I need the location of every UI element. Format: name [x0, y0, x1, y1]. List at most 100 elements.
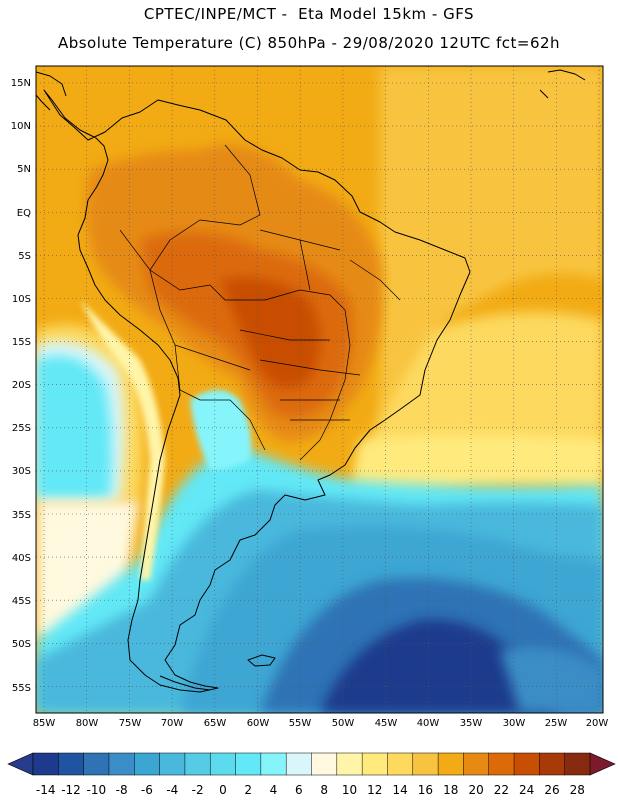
- colorbar-label: 24: [519, 783, 534, 797]
- colorbar-cell: [539, 752, 566, 776]
- lon-label: 35W: [460, 718, 483, 729]
- colorbar-cell: [184, 752, 211, 776]
- colorbar-label: -8: [116, 783, 128, 797]
- coastlines: [35, 69, 586, 693]
- colorbar-cell: [488, 752, 515, 776]
- colorbar-labels: -14 -12 -10 -8 -6 -4 -2 0 2 4 6 8 10 12 14 16 18 20 22 24 26…: [36, 783, 585, 797]
- longitude-labels: 85W 80W 75W 70W 65W 60W 55W 50W 45W 40W …: [33, 718, 609, 729]
- colorbar-under-arrow: [7, 752, 34, 776]
- lon-label: 25W: [545, 718, 568, 729]
- colorbar-cell: [134, 752, 161, 776]
- border-brazil: [149, 144, 351, 461]
- lon-label: 70W: [161, 718, 184, 729]
- chart-subtitle: Absolute Temperature (C) 850hPa - 29/08/…: [57, 34, 561, 52]
- colorbar-label: -2: [192, 783, 204, 797]
- field-band-14: [360, 312, 603, 475]
- lat-label: 35S: [12, 510, 31, 521]
- field-band-24: [220, 277, 320, 388]
- colorbar-cell: [564, 752, 591, 776]
- temperature-field: [36, 66, 603, 713]
- south-america-coast: [43, 89, 471, 693]
- lat-label: 5N: [17, 164, 31, 175]
- colorbar-cell: [285, 752, 313, 776]
- colorbar-cell: [513, 752, 540, 776]
- country-borders: [119, 144, 401, 461]
- lat-label: 55S: [12, 683, 31, 694]
- colorbar-over-arrow: [589, 752, 616, 776]
- colorbar-label: 26: [544, 783, 559, 797]
- colorbar-cell: [108, 752, 135, 776]
- colorbar-label: 12: [367, 783, 382, 797]
- colorbar-cell: [83, 752, 110, 776]
- lat-label: EQ: [17, 208, 31, 219]
- colorbar-label: 22: [494, 783, 509, 797]
- latitude-labels: 15N 10N 5N EQ 5S 10S 15S 20S 25S 30S 35S…: [11, 78, 31, 694]
- colorbar-label: 8: [320, 783, 328, 797]
- colorbar-cell: [361, 752, 389, 776]
- lon-label: 50W: [332, 718, 355, 729]
- field-band-m8: [500, 647, 603, 713]
- field-band-pac-2: [36, 355, 112, 500]
- colorbar-cell: [58, 752, 85, 776]
- colorbar-cell: [311, 752, 338, 776]
- colorbar-label: 28: [570, 783, 585, 797]
- colorbar-label: -10: [86, 783, 106, 797]
- colorbar-label: -6: [141, 783, 153, 797]
- border-andes: [119, 229, 266, 451]
- colorbar-cell: [260, 752, 287, 776]
- falklands: [247, 654, 276, 667]
- colorbar-label: 6: [295, 783, 303, 797]
- colorbar-label: -4: [166, 783, 178, 797]
- colorbar-cell: [463, 752, 490, 776]
- lat-label: 15S: [12, 337, 31, 348]
- field-band-12: [350, 435, 603, 497]
- lon-label: 65W: [204, 718, 227, 729]
- chart-title: CPTEC/INPE/MCT - Eta Model 15km - GFS: [143, 5, 475, 23]
- caribbean-islands: [539, 69, 586, 99]
- lat-label: 45S: [12, 596, 31, 607]
- lon-label: 85W: [33, 718, 56, 729]
- colorbar-label: 20: [468, 783, 483, 797]
- colorbar-label: 16: [418, 783, 433, 797]
- field-band-16: [380, 66, 603, 420]
- colorbar-cell: [32, 752, 59, 776]
- field-band-m14: [320, 619, 560, 713]
- colorbar-cell: [387, 752, 414, 776]
- colorbar-cell: [336, 752, 363, 776]
- lat-label: 40S: [12, 553, 31, 564]
- central-america-coast: [35, 71, 67, 111]
- colorbar-cell: [209, 752, 237, 776]
- colorbar-label: 14: [392, 783, 407, 797]
- lon-label: 60W: [247, 718, 270, 729]
- field-andes: [80, 300, 165, 580]
- lat-label: 25S: [12, 423, 31, 434]
- colorbar-label: 0: [219, 783, 227, 797]
- colorbar-label: 4: [270, 783, 278, 797]
- map-frame: [35, 65, 604, 714]
- lat-label: 20S: [12, 380, 31, 391]
- lon-label: 55W: [289, 718, 312, 729]
- colorbar: -14 -12 -10 -8 -6 -4 -2 0 2 4 6 8 10 12 14 16 18 20 22 24 26…: [7, 752, 616, 797]
- lon-label: 30W: [503, 718, 526, 729]
- lon-label: 45W: [375, 718, 398, 729]
- lat-lon-grid: [36, 66, 603, 713]
- colorbar-cells: [32, 752, 591, 776]
- lat-label: 30S: [12, 466, 31, 477]
- tierra-del-fuego: [159, 675, 211, 691]
- colorbar-label: 2: [244, 783, 252, 797]
- colorbar-label: 10: [342, 783, 357, 797]
- lon-label: 75W: [119, 718, 142, 729]
- colorbar-cell: [437, 752, 464, 776]
- lat-label: 5S: [18, 251, 31, 262]
- lat-label: 10N: [11, 121, 31, 132]
- border-states: [239, 229, 401, 421]
- lon-label: 80W: [76, 718, 99, 729]
- lat-label: 50S: [12, 639, 31, 650]
- lat-label: 15N: [11, 78, 31, 89]
- colorbar-cell: [412, 752, 439, 776]
- colorbar-label: -14: [36, 783, 56, 797]
- lat-label: 10S: [12, 294, 31, 305]
- field-tongue-4: [190, 390, 252, 470]
- colorbar-cell: [235, 752, 262, 776]
- lon-label: 20W: [586, 718, 609, 729]
